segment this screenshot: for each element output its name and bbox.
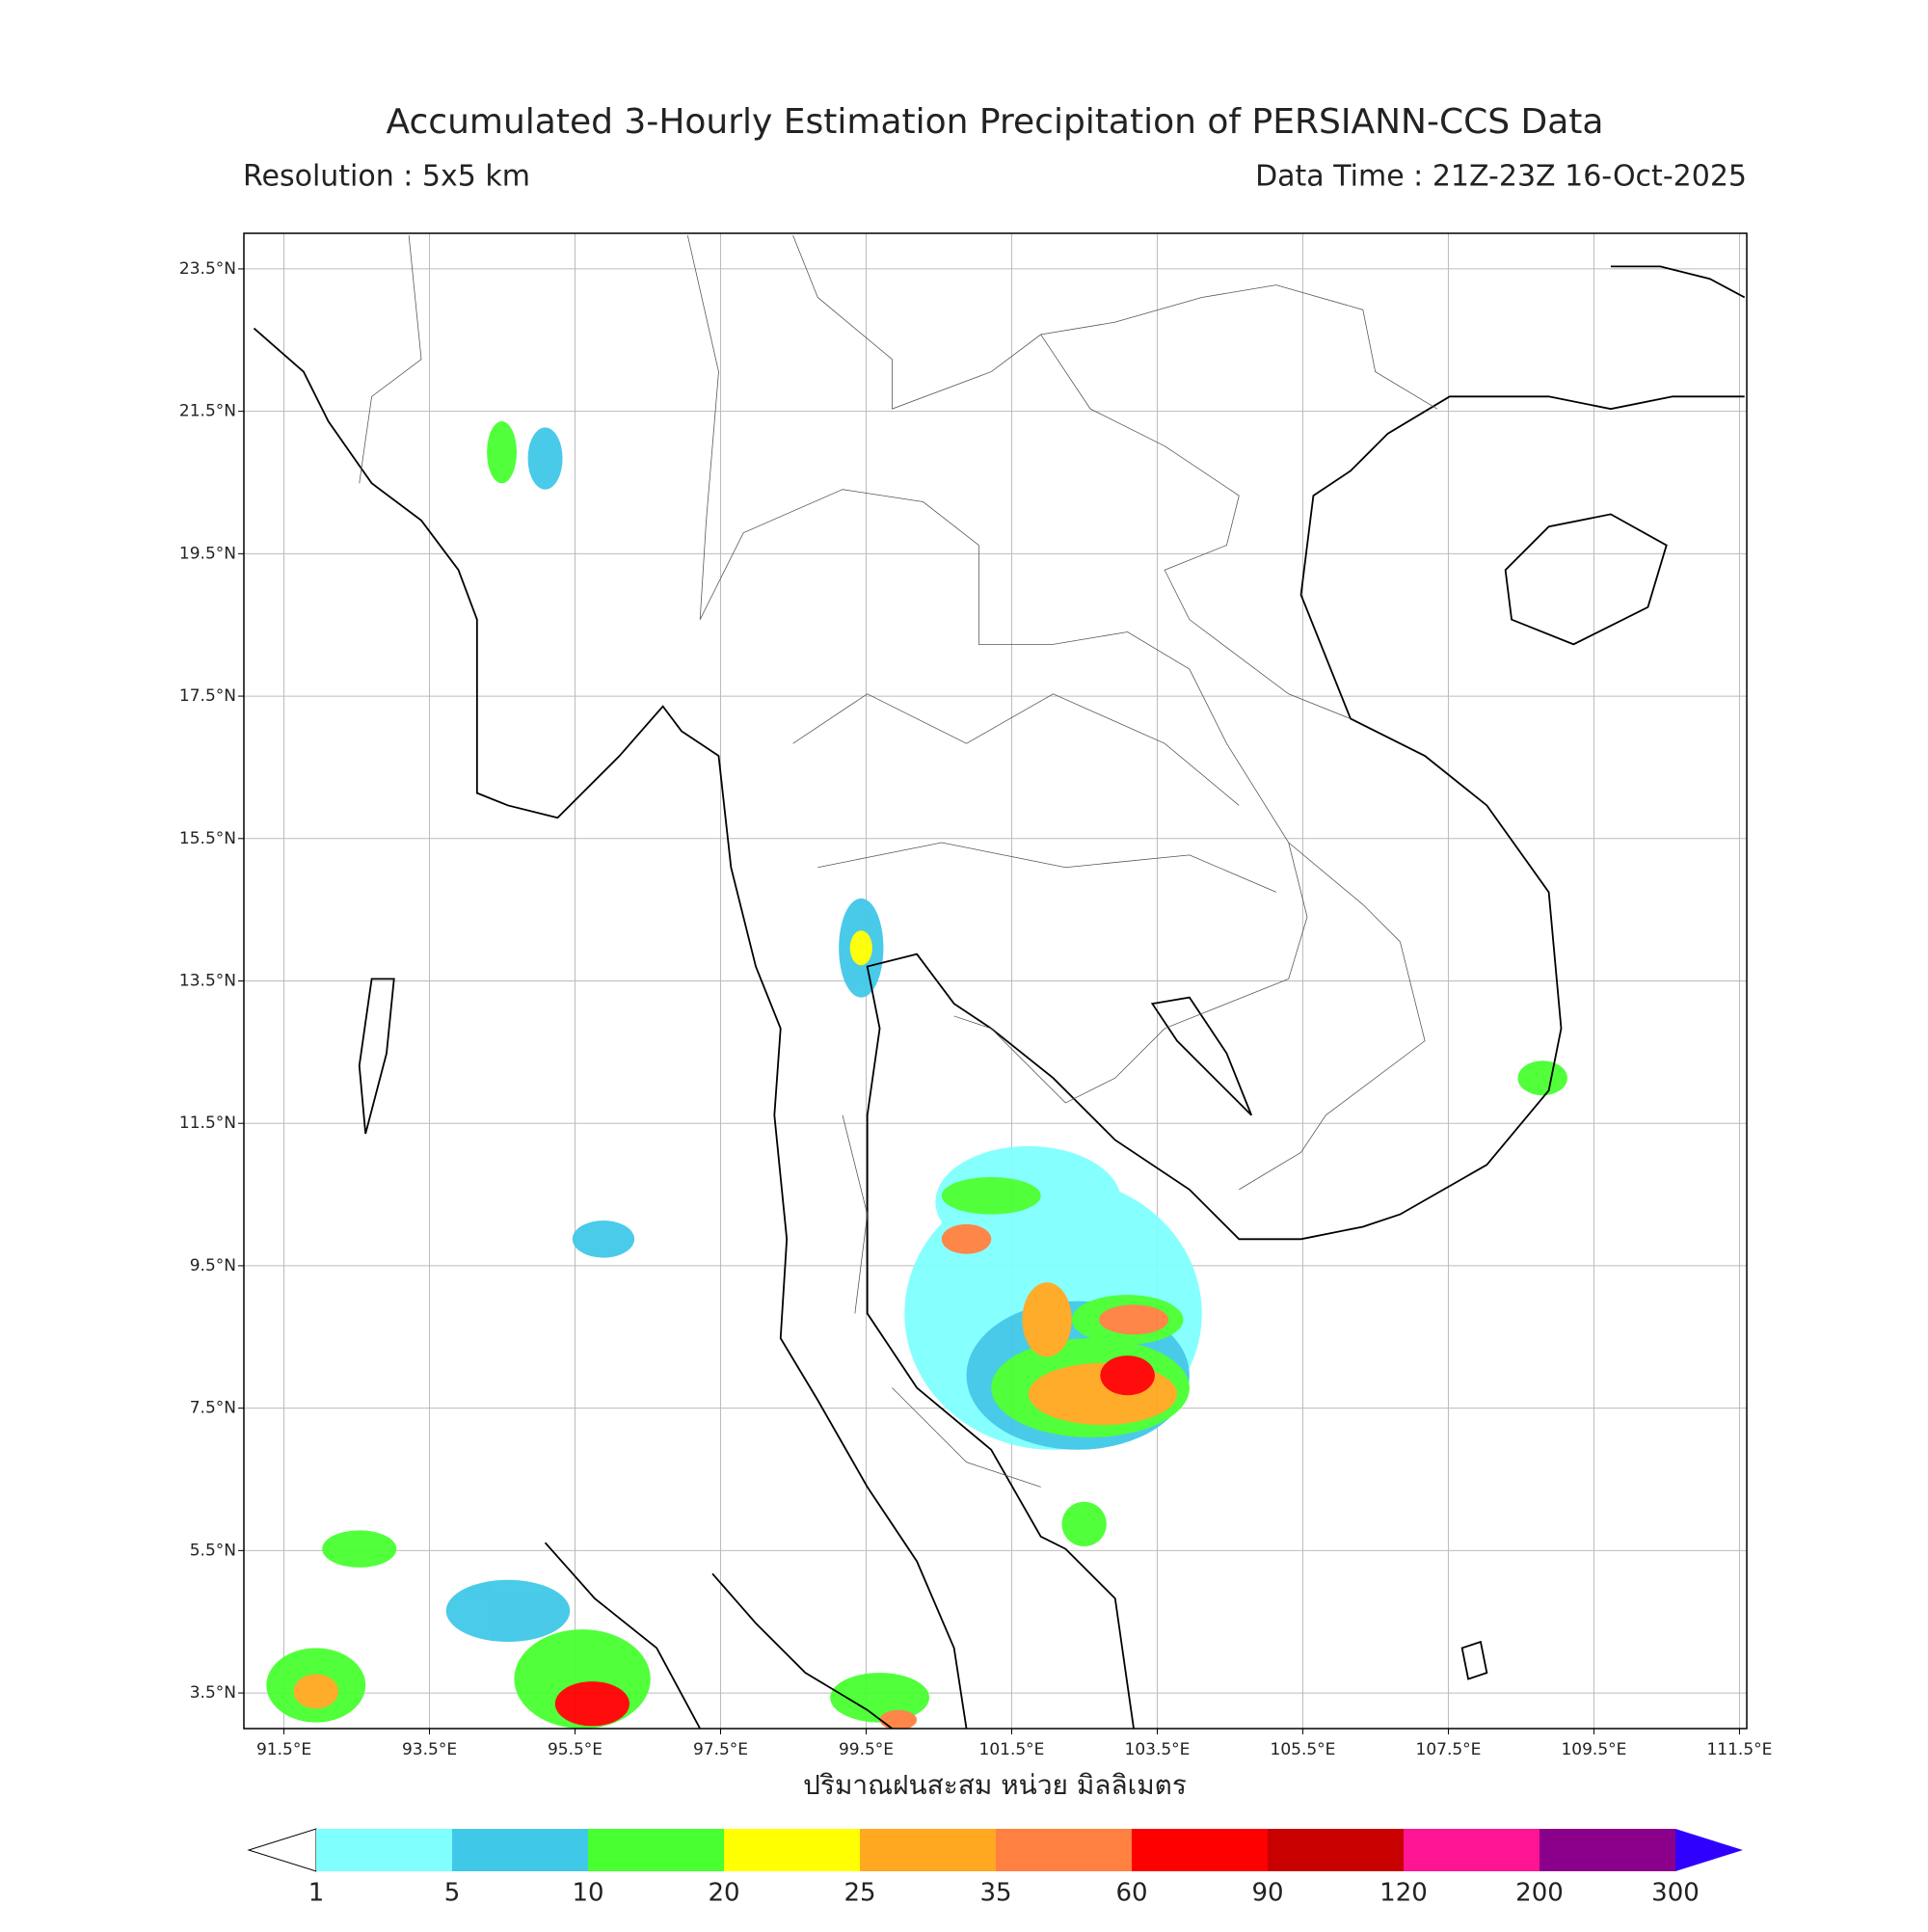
y-tick-label: 13.5°N <box>179 972 236 991</box>
y-tick-label: 3.5°N <box>190 1683 236 1703</box>
borders <box>359 235 1438 1488</box>
subtitle-right: Data Time : 21Z-23Z 16-Oct-2025 <box>1255 160 1747 194</box>
y-tick-label: 7.5°N <box>190 1399 236 1418</box>
y-tick-label: 11.5°N <box>179 1114 236 1133</box>
colorbar-label: ปริมาณฝนสะสม หน่วย มิลลิเมตร <box>803 1769 1187 1801</box>
colorbar-tick-label: 5 <box>444 1879 461 1908</box>
x-tick-label: 91.5°E <box>256 1740 311 1759</box>
rain-cells <box>266 421 1567 1729</box>
x-tick-label: 97.5°E <box>693 1740 748 1759</box>
colorbar-box <box>452 1829 588 1871</box>
x-tick-label: 93.5°E <box>402 1740 457 1759</box>
colorbar: 1 5 10 20 25 35 60 90 120 200 300 <box>247 1828 1743 1908</box>
y-tick-label: 21.5°N <box>179 402 236 421</box>
colorbar-box <box>1132 1829 1268 1871</box>
subtitle-left: Resolution : 5x5 km <box>243 160 530 194</box>
colorbar-box <box>996 1829 1132 1871</box>
x-tick-label: 111.5°E <box>1706 1740 1772 1759</box>
colorbar-box <box>1540 1829 1675 1871</box>
colorbar-box <box>588 1829 724 1871</box>
y-tick-label: 23.5°N <box>179 259 236 279</box>
colorbar-tick-label: 25 <box>844 1879 875 1908</box>
x-tick-label: 101.5°E <box>979 1740 1045 1759</box>
colorbar-tick-label: 120 <box>1379 1879 1428 1908</box>
colorbar-box <box>724 1829 860 1871</box>
colorbar-tick-label: 1 <box>308 1879 325 1908</box>
x-tick-label: 107.5°E <box>1416 1740 1482 1759</box>
map-drawing <box>253 235 1746 1729</box>
y-tick-label: 19.5°N <box>179 544 236 563</box>
y-tick-label: 9.5°N <box>190 1256 236 1275</box>
x-tick-label: 95.5°E <box>548 1740 602 1759</box>
x-tick-label: 109.5°E <box>1561 1740 1626 1759</box>
x-tick-label: 103.5°E <box>1125 1740 1191 1759</box>
grid-layer <box>244 233 1747 1729</box>
colorbar-tick-label: 10 <box>572 1879 603 1908</box>
x-tick-label: 105.5°E <box>1271 1740 1336 1759</box>
colorbar-tick-label: 20 <box>708 1879 739 1908</box>
colorbar-tick-label: 300 <box>1651 1879 1700 1908</box>
colorbar-tick-label: 200 <box>1515 1879 1564 1908</box>
y-tick-label: 17.5°N <box>179 686 236 706</box>
coastlines <box>253 265 1746 1729</box>
colorbar-tick-label: 90 <box>1251 1879 1283 1908</box>
colorbar-box <box>316 1829 452 1871</box>
y-tick-label: 5.5°N <box>190 1541 236 1560</box>
colorbar-tick-label: 60 <box>1115 1879 1147 1908</box>
colorbar-box <box>1268 1829 1404 1871</box>
colorbar-box <box>860 1829 996 1871</box>
colorbar-over <box>1675 1829 1743 1871</box>
map-shapes <box>253 235 1746 1729</box>
x-tick-label: 99.5°E <box>839 1740 894 1759</box>
y-tick-label: 15.5°N <box>179 829 236 848</box>
colorbar-box <box>1404 1829 1540 1871</box>
colorbar-tick-label: 35 <box>979 1879 1011 1908</box>
title: Accumulated 3-Hourly Estimation Precipit… <box>387 102 1604 142</box>
